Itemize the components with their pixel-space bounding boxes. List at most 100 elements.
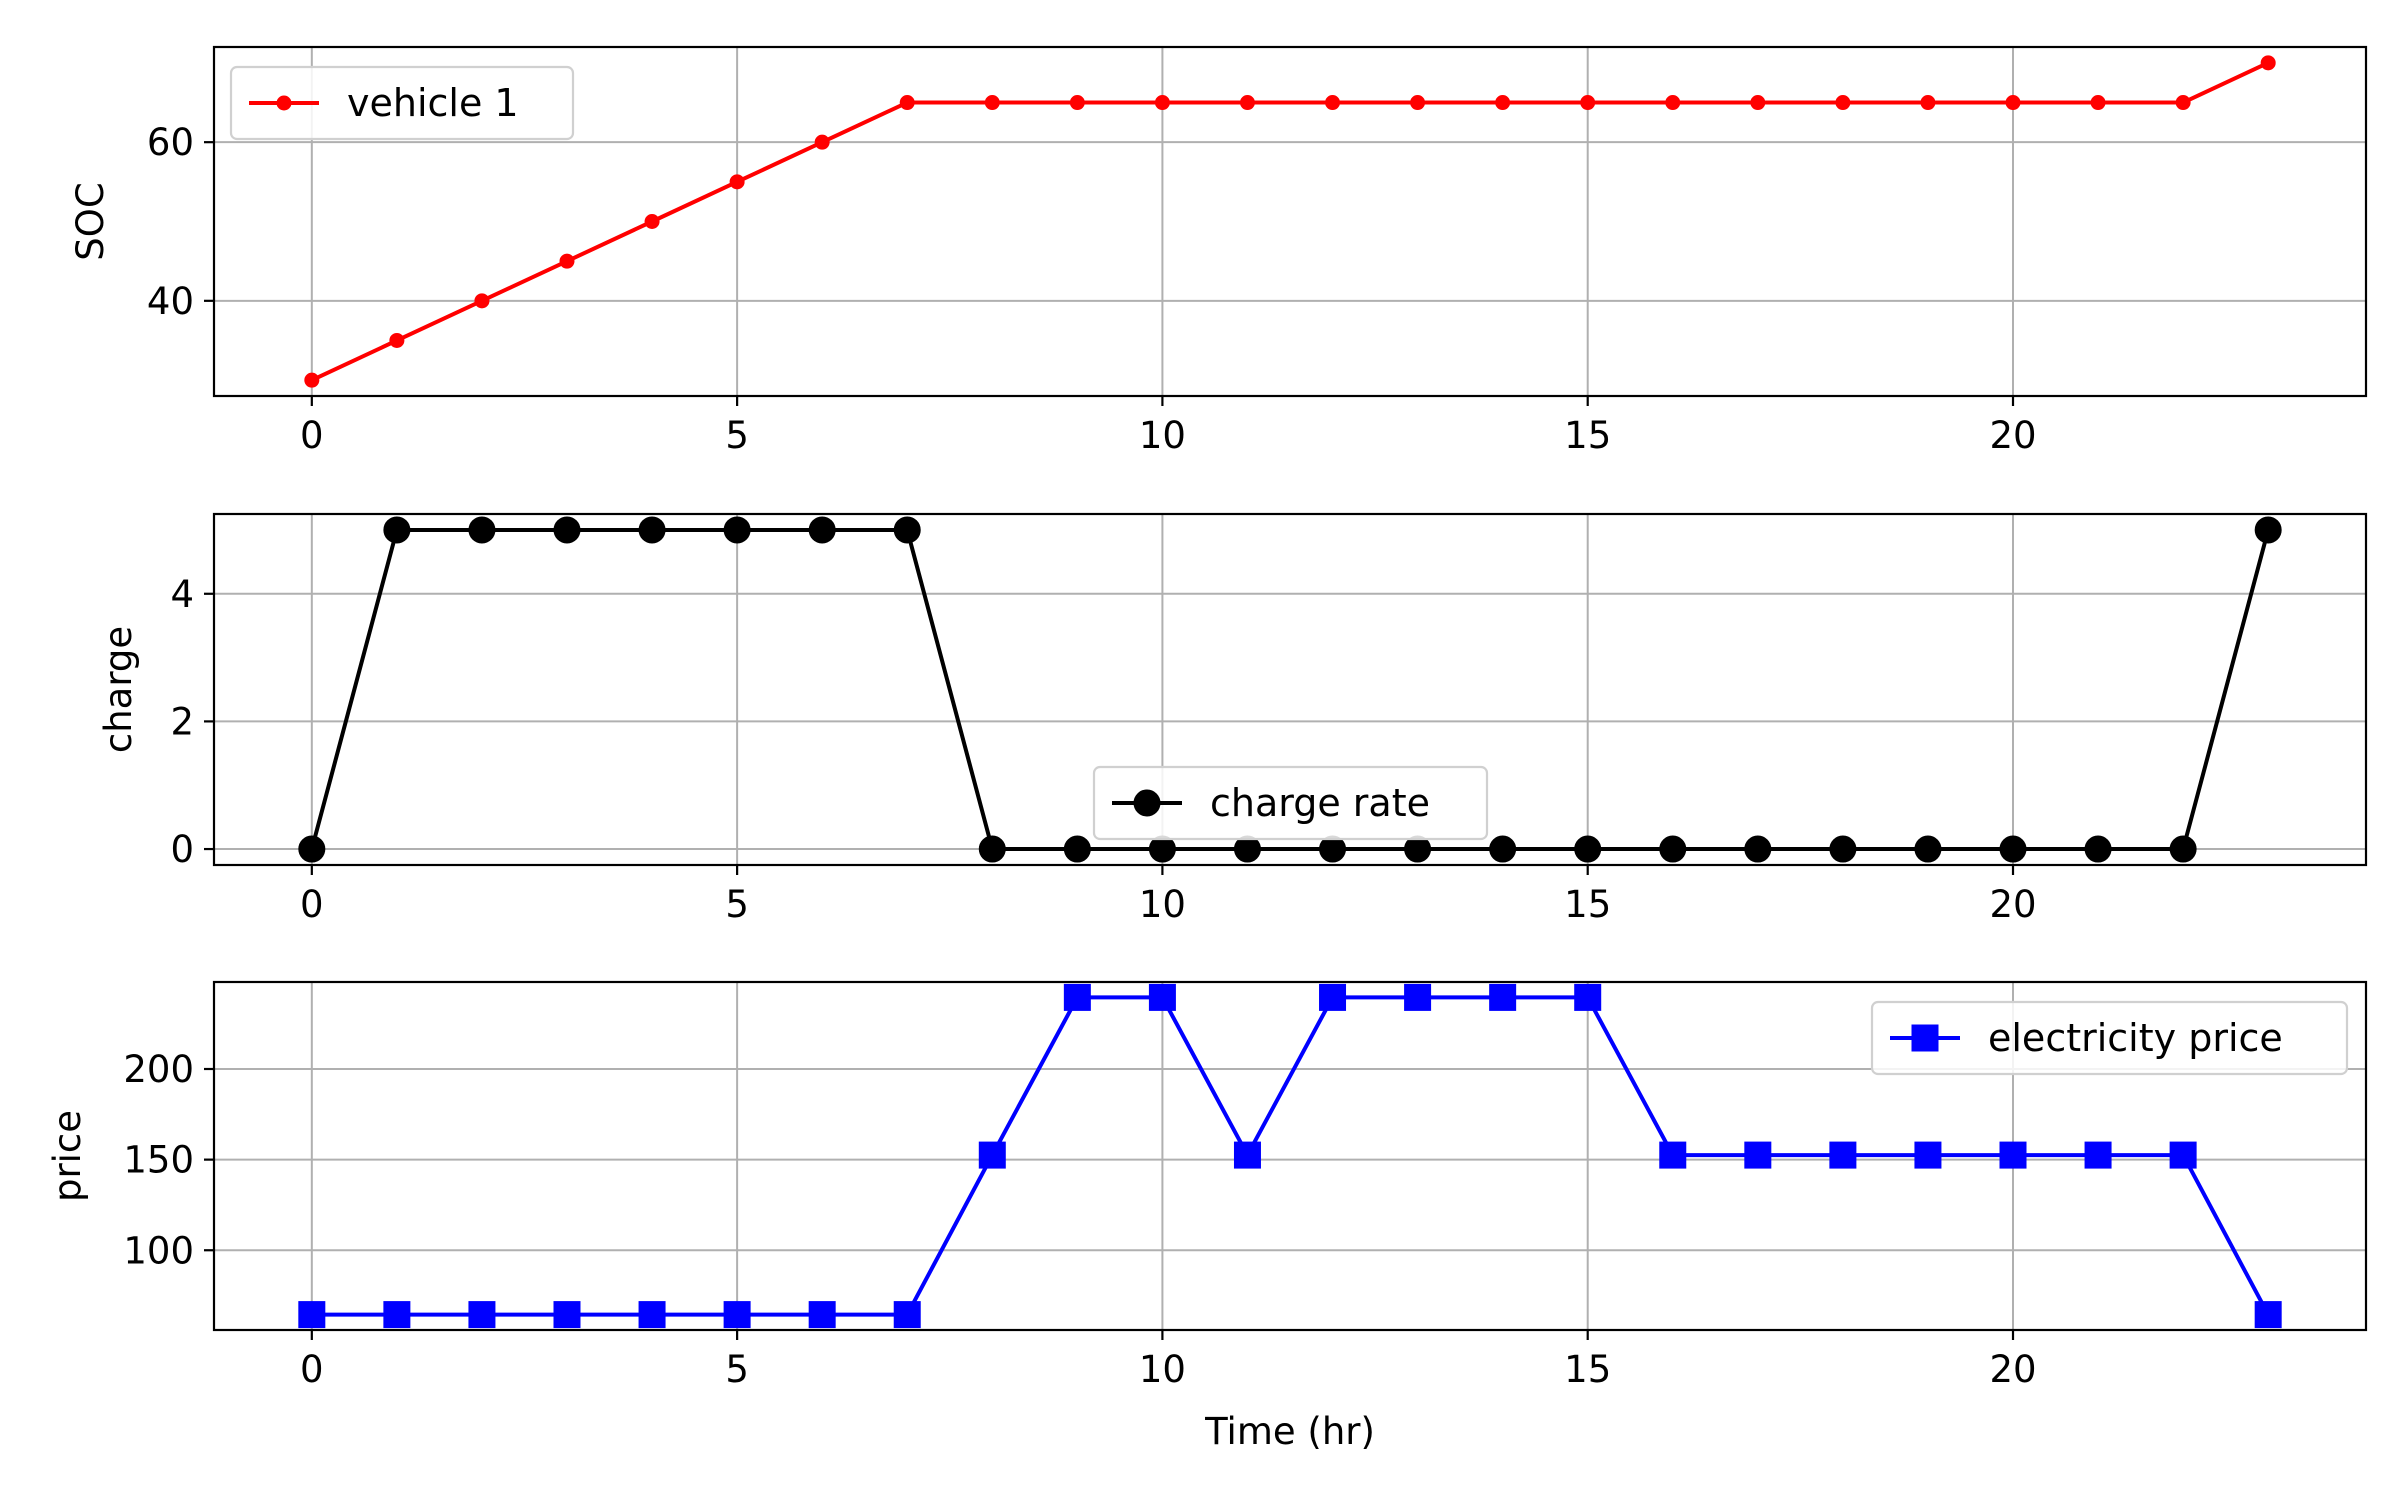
soc-data-point [474, 293, 490, 309]
charge-data-point [2254, 516, 2282, 544]
charge-legend-marker [1133, 789, 1161, 817]
price-data-point [1404, 983, 1432, 1011]
price-y-tick-label: 150 [123, 1139, 194, 1182]
price-x-tick-label: 0 [300, 1348, 324, 1391]
charge-data-point [1999, 835, 2027, 863]
charge-data-point [1574, 835, 1602, 863]
soc-data-point [1580, 95, 1596, 111]
price-legend-marker [1911, 1024, 1939, 1052]
charge-data-point [2169, 835, 2197, 863]
charge-data-point [808, 516, 836, 544]
charge-x-tick-label: 10 [1139, 883, 1186, 926]
charge-data-point [468, 516, 496, 544]
charge-panel: 0 5 10 15 20 0 2 4 charge charge rate [97, 512, 2368, 926]
soc-data-point [899, 95, 915, 111]
price-data-point [298, 1301, 326, 1329]
soc-data-point [1069, 95, 1085, 111]
price-data-point [1829, 1141, 1857, 1169]
charge-data-point [298, 835, 326, 863]
soc-data-point [729, 174, 745, 190]
price-legend: electricity price [1870, 1000, 2349, 1076]
charge-data-point [1744, 835, 1772, 863]
charge-x-tick-label: 20 [1989, 883, 2036, 926]
price-data-point [468, 1301, 496, 1329]
soc-x-tick-label: 5 [725, 414, 749, 457]
soc-legend-label: vehicle 1 [347, 81, 519, 125]
soc-data-point [1239, 95, 1255, 111]
charge-data-point [978, 835, 1006, 863]
soc-data-point [2260, 55, 2276, 71]
charge-y-tick-label: 2 [170, 700, 194, 743]
soc-y-axis-label: SOC [69, 182, 112, 260]
soc-x-tick-label: 20 [1989, 414, 2036, 457]
charge-y-tick-label: 0 [170, 828, 194, 871]
charge-x-tick-label: 5 [725, 883, 749, 926]
charge-x-tick-label: 0 [300, 883, 324, 926]
charge-data-point [1829, 835, 1857, 863]
charge-data-point [1659, 835, 1687, 863]
price-data-point [1999, 1141, 2027, 1169]
charge-data-point [1063, 835, 1091, 863]
price-series-line [311, 995, 2270, 1317]
soc-data-point [1750, 95, 1766, 111]
soc-data-point [2090, 95, 2106, 111]
price-data-point [1659, 1141, 1687, 1169]
soc-y-tick-label: 40 [147, 280, 194, 323]
price-data-point [1063, 983, 1091, 1011]
charge-data-point [1914, 835, 1942, 863]
soc-data-point [644, 214, 660, 229]
charge-data-point [2084, 835, 2112, 863]
soc-data-point [559, 253, 575, 269]
soc-data-point [814, 134, 830, 150]
soc-legend-box [229, 65, 575, 141]
charge-axes-frame [212, 512, 2368, 867]
charge-legend-box [1092, 765, 1489, 841]
price-y-axis-label: price [46, 1110, 89, 1202]
charge-data-point [893, 516, 921, 544]
price-data-point [893, 1301, 921, 1329]
charge-legend: charge rate [1092, 765, 1489, 841]
charge-legend-label: charge rate [1210, 781, 1430, 825]
charge-data-point [383, 516, 411, 544]
soc-x-tick-label: 0 [300, 414, 324, 457]
price-data-point [1744, 1141, 1772, 1169]
soc-data-point [1835, 95, 1851, 111]
charge-series-line [309, 527, 2271, 852]
soc-x-tick-label: 15 [1564, 414, 1611, 457]
soc-data-point [984, 95, 1000, 111]
price-legend-box [1870, 1000, 2349, 1076]
price-data-point [1574, 983, 1602, 1011]
soc-y-tick-label: 60 [147, 121, 194, 164]
price-data-point [1914, 1141, 1942, 1169]
price-data-point [2169, 1141, 2197, 1169]
price-legend-label: electricity price [1988, 1016, 2283, 1060]
soc-data-point [304, 372, 320, 388]
soc-axes-frame [212, 45, 2368, 398]
soc-data-point [389, 332, 405, 348]
price-x-axis-label: Time (hr) [1204, 1410, 1375, 1453]
price-panel: 0 5 10 15 20 100 150 200 price Time (hr) electrici… [46, 980, 2368, 1453]
charge-data-point [1489, 835, 1517, 863]
price-data-point [978, 1141, 1006, 1169]
price-x-tick-label: 15 [1564, 1348, 1611, 1391]
charge-data-point [638, 516, 666, 544]
price-y-tick-label: 200 [123, 1048, 194, 1091]
price-y-tick-label: 100 [123, 1229, 194, 1272]
soc-data-point [1920, 95, 1936, 111]
price-data-point [2254, 1301, 2282, 1329]
soc-data-point [1665, 95, 1681, 111]
price-data-point [1319, 983, 1347, 1011]
price-axes-frame [212, 980, 2368, 1332]
soc-data-point [1410, 95, 1426, 111]
price-data-point [1489, 983, 1517, 1011]
soc-series-line [310, 61, 2270, 382]
charge-data-point [553, 516, 581, 544]
soc-panel: 0 5 10 15 20 40 60 SOC vehicle 1 [69, 45, 2368, 457]
soc-data-point [2175, 95, 2191, 111]
price-data-point [1233, 1141, 1261, 1169]
soc-legend-marker [276, 95, 292, 111]
charge-data-point [723, 516, 751, 544]
soc-data-point [1154, 95, 1170, 111]
